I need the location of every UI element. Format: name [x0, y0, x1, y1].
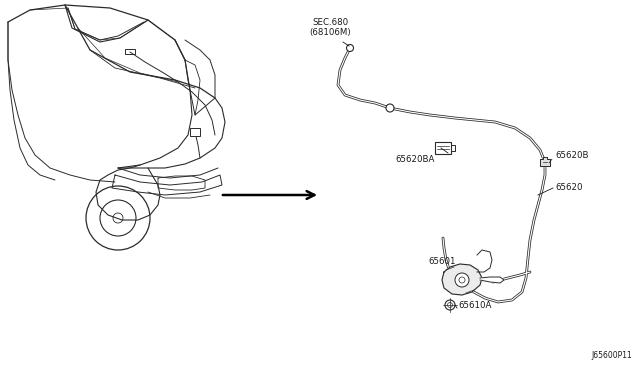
Bar [125, 49, 135, 54]
Bar [190, 128, 200, 136]
Text: 65620BA: 65620BA [395, 155, 435, 164]
Circle shape [455, 273, 469, 287]
Circle shape [386, 104, 394, 112]
Bar [435, 142, 451, 154]
Text: J65600P11: J65600P11 [591, 351, 632, 360]
Text: SEC.680
(68106M): SEC.680 (68106M) [309, 18, 351, 38]
Circle shape [445, 300, 455, 310]
Text: 65601: 65601 [428, 257, 456, 266]
Polygon shape [480, 277, 504, 283]
Text: 65620: 65620 [555, 183, 582, 192]
Circle shape [346, 45, 353, 51]
Text: 65620B: 65620B [555, 151, 589, 160]
Polygon shape [540, 157, 550, 166]
Text: 65610A: 65610A [458, 301, 492, 311]
Polygon shape [442, 264, 482, 295]
